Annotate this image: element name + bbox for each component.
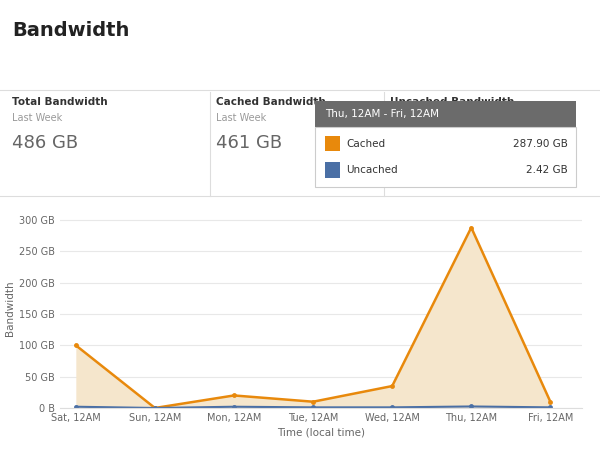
X-axis label: Time (local time): Time (local time) bbox=[277, 427, 365, 437]
Text: Last Week: Last Week bbox=[12, 113, 62, 123]
Text: Cached: Cached bbox=[346, 139, 385, 149]
Text: 461 GB: 461 GB bbox=[216, 134, 282, 152]
Text: Cached Bandwidth: Cached Bandwidth bbox=[216, 97, 326, 107]
Text: Total Bandwidth: Total Bandwidth bbox=[12, 97, 107, 107]
Text: Thu, 12AM - Fri, 12AM: Thu, 12AM - Fri, 12AM bbox=[325, 109, 439, 119]
Bar bbox=[315, 127, 576, 187]
Text: Last Week: Last Week bbox=[390, 113, 440, 123]
Text: Last Week: Last Week bbox=[216, 113, 266, 123]
Text: Bandwidth: Bandwidth bbox=[12, 21, 130, 40]
Text: 2.42 GB: 2.42 GB bbox=[526, 165, 568, 175]
Bar bbox=[325, 136, 340, 151]
Text: 486 GB: 486 GB bbox=[12, 134, 78, 152]
Y-axis label: Bandwidth: Bandwidth bbox=[5, 280, 15, 336]
Bar bbox=[315, 101, 576, 127]
Text: 287.90 GB: 287.90 GB bbox=[513, 139, 568, 149]
Text: 26 GB: 26 GB bbox=[390, 134, 445, 152]
Bar bbox=[325, 162, 340, 177]
Text: Uncached Bandwidth: Uncached Bandwidth bbox=[390, 97, 514, 107]
Text: Uncached: Uncached bbox=[346, 165, 398, 175]
